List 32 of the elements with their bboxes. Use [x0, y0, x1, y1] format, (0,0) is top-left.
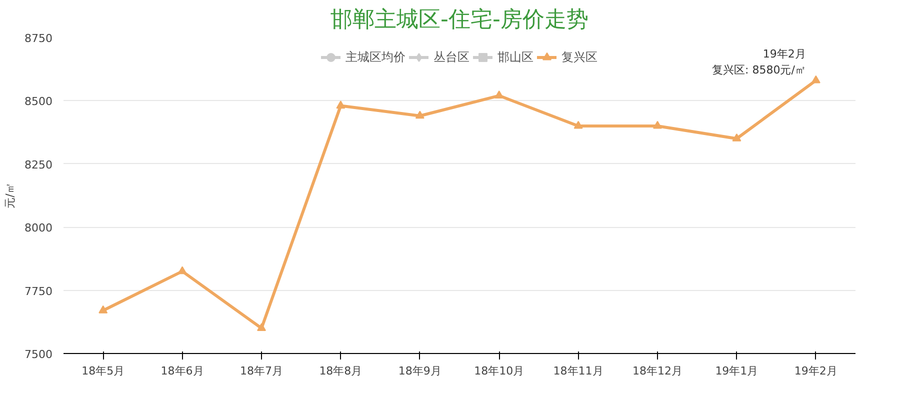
- legend-label: 复兴区: [562, 48, 598, 66]
- x-tick-label: 18年5月: [82, 364, 125, 378]
- y-tick-label: 7500: [24, 348, 53, 361]
- point: [336, 100, 346, 109]
- chart-title: 邯郸主城区-住宅-房价走势: [330, 8, 588, 32]
- point: [257, 323, 266, 332]
- x-tick-label: 19年1月: [715, 364, 758, 378]
- x-tick-label: 18年8月: [319, 364, 362, 378]
- x-tick-label: 18年6月: [160, 364, 204, 378]
- x-tick-label: 19年2月: [794, 364, 838, 378]
- x-tick-label: 18年12月: [632, 364, 683, 378]
- point: [574, 120, 583, 129]
- x-tick-label: 18年10月: [474, 364, 524, 378]
- point: [415, 110, 424, 119]
- x-tick-label: 18年9月: [398, 364, 442, 378]
- y-axis-title: 元/㎡: [4, 182, 17, 208]
- legend-label: 主城区均价: [346, 48, 406, 66]
- legend-label: 邯山区: [498, 48, 534, 66]
- y-tick-label: 8250: [24, 158, 53, 172]
- y-tick-label: 7750: [24, 284, 53, 298]
- point: [98, 305, 108, 314]
- x-tick-label: 18年7月: [240, 364, 283, 378]
- y-tick-label: 8000: [24, 222, 53, 235]
- annotation: 复兴区: 8580元/㎡: [712, 63, 806, 76]
- annotation: 19年2月: [762, 47, 806, 60]
- point: [732, 134, 742, 142]
- point: [811, 75, 820, 84]
- x-tick-label: 18年11月: [553, 364, 604, 378]
- y-tick-label: 8500: [24, 95, 53, 108]
- legend-label: 丛台区: [434, 48, 470, 66]
- y-tick-label: 8750: [24, 32, 53, 45]
- point: [653, 120, 662, 129]
